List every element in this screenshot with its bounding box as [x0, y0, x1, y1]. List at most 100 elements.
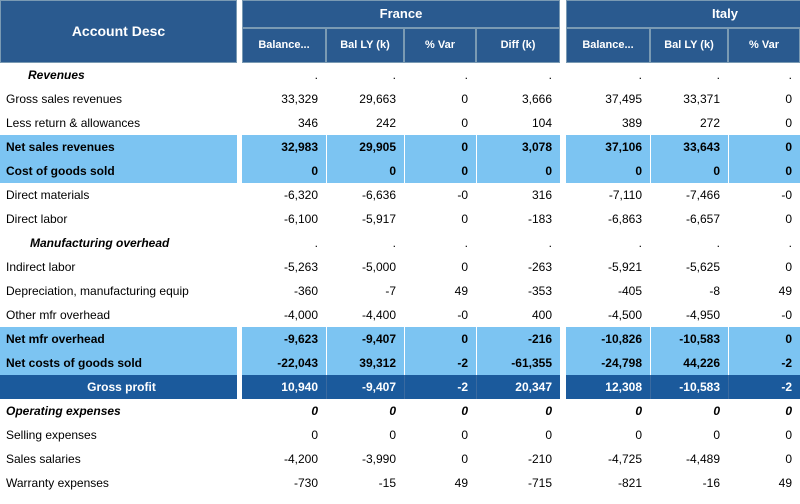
row-label: Net mfr overhead — [0, 327, 237, 351]
table-row: 0000 — [242, 159, 560, 183]
table-row: 33,32929,66303,666 — [242, 87, 560, 111]
row-label: Gross profit — [0, 375, 237, 399]
table-row: -5,263-5,0000-263 — [242, 255, 560, 279]
col-var: % Var — [728, 28, 800, 63]
cell-value: . — [728, 63, 800, 87]
cell-value: -353 — [476, 279, 560, 303]
cell-label: Depreciation, manufacturing equip — [0, 279, 237, 303]
row-label: Indirect labor — [0, 255, 237, 279]
table-row: 32,98329,90503,078 — [242, 135, 560, 159]
cell-value: -6,636 — [326, 183, 404, 207]
cell-value: 39,312 — [326, 351, 404, 375]
table-row: -5,921-5,6250-2 — [566, 255, 800, 279]
cell-value: 0 — [728, 207, 800, 231]
cell-label: Gross sales revenues — [0, 87, 237, 111]
cell-value: 3,666 — [476, 87, 560, 111]
cell-value: 33,371 — [650, 87, 728, 111]
cell-value: -0 — [404, 303, 476, 327]
col-balance: Balance... — [242, 28, 326, 63]
col-balance: Balance... — [566, 28, 650, 63]
subheader-italy: Balance... Bal LY (k) % Var Diff (k) — [566, 28, 800, 63]
cell-label: Direct labor — [0, 207, 237, 231]
table-row: 12,308-10,583-222,8 — [566, 375, 800, 399]
cell-label: Cost of goods sold — [0, 159, 237, 183]
col-bally: Bal LY (k) — [650, 28, 728, 63]
cell-value: -24,798 — [566, 351, 650, 375]
cell-value: 0 — [404, 327, 476, 351]
row-label: Less return & allowances — [0, 111, 237, 135]
header-italy: Italy — [566, 0, 800, 28]
cell-value: -10,583 — [650, 327, 728, 351]
column-account-desc: Account Desc RevenuesGross sales revenue… — [0, 0, 237, 495]
cell-value: . — [404, 63, 476, 87]
table-row: -4,500-4,950-04 — [566, 303, 800, 327]
cell-value: 0 — [404, 447, 476, 471]
cell-value: -263 — [476, 255, 560, 279]
cell-value: 346 — [242, 111, 326, 135]
cell-label: Net sales revenues — [0, 135, 237, 159]
cell-value: 3,078 — [476, 135, 560, 159]
cell-value: -0 — [728, 303, 800, 327]
cell-value: 10,940 — [242, 375, 326, 399]
row-label: Other mfr overhead — [0, 303, 237, 327]
cell-value: 37,495 — [566, 87, 650, 111]
cell-value: -5,921 — [566, 255, 650, 279]
cell-value: -405 — [566, 279, 650, 303]
table-row: 000 — [566, 423, 800, 447]
cell-value: 0 — [404, 399, 476, 423]
cell-value: 0 — [242, 159, 326, 183]
cell-label: Manufacturing overhead — [0, 231, 237, 255]
table-row: -4,725-4,4890-2 — [566, 447, 800, 471]
cell-value: 0 — [476, 159, 560, 183]
cell-value: -4,489 — [650, 447, 728, 471]
cell-value: -715 — [476, 471, 560, 495]
cell-value: -2 — [728, 375, 800, 399]
row-label: Direct materials — [0, 183, 237, 207]
row-label: Depreciation, manufacturing equip — [0, 279, 237, 303]
cell-value: -210 — [476, 447, 560, 471]
cell-value: . — [326, 63, 404, 87]
cell-value: -10,583 — [650, 375, 728, 399]
cell-value: 49 — [404, 471, 476, 495]
cell-value: -8 — [650, 279, 728, 303]
cell-value: -16 — [650, 471, 728, 495]
cell-value: -6,320 — [242, 183, 326, 207]
row-label: Sales salaries — [0, 447, 237, 471]
cell-value: -730 — [242, 471, 326, 495]
table-row: 38927201 — [566, 111, 800, 135]
table-row: 37,49533,37104,1 — [566, 87, 800, 111]
cell-value: 20,347 — [476, 375, 560, 399]
cell-value: 0 — [404, 111, 476, 135]
cell-value: -10,826 — [566, 327, 650, 351]
col-diff: Diff (k) — [476, 28, 560, 63]
cell-value: 0 — [476, 423, 560, 447]
cell-value: -61,355 — [476, 351, 560, 375]
column-group-italy: Italy Balance... Bal LY (k) % Var Diff (… — [566, 0, 800, 495]
cell-value: 0 — [326, 399, 404, 423]
cell-label: Net mfr overhead — [0, 327, 237, 351]
cell-value: 0 — [566, 423, 650, 447]
cell-value: -2 — [728, 351, 800, 375]
cell-value: 0 — [728, 255, 800, 279]
table-row: .... — [242, 231, 560, 255]
cell-value: 272 — [650, 111, 728, 135]
cell-value: . — [242, 231, 326, 255]
cell-value: . — [326, 231, 404, 255]
cell-value: 33,329 — [242, 87, 326, 111]
cell-value: 0 — [650, 399, 728, 423]
cell-value: 44,226 — [650, 351, 728, 375]
cell-value: 29,905 — [326, 135, 404, 159]
table-row: -360-749-353 — [242, 279, 560, 303]
row-label: Gross sales revenues — [0, 87, 237, 111]
cell-value: -3,990 — [326, 447, 404, 471]
cell-value: . — [242, 63, 326, 87]
column-group-france: France Balance... Bal LY (k) % Var Diff … — [242, 0, 560, 495]
table-row: 0000 — [242, 423, 560, 447]
cell-value: 0 — [728, 399, 800, 423]
cell-value: 0 — [404, 135, 476, 159]
row-label: Cost of goods sold — [0, 159, 237, 183]
cell-value: -0 — [728, 183, 800, 207]
cell-value: 12,308 — [566, 375, 650, 399]
table-row: ... — [566, 63, 800, 87]
cell-value: 49 — [404, 279, 476, 303]
